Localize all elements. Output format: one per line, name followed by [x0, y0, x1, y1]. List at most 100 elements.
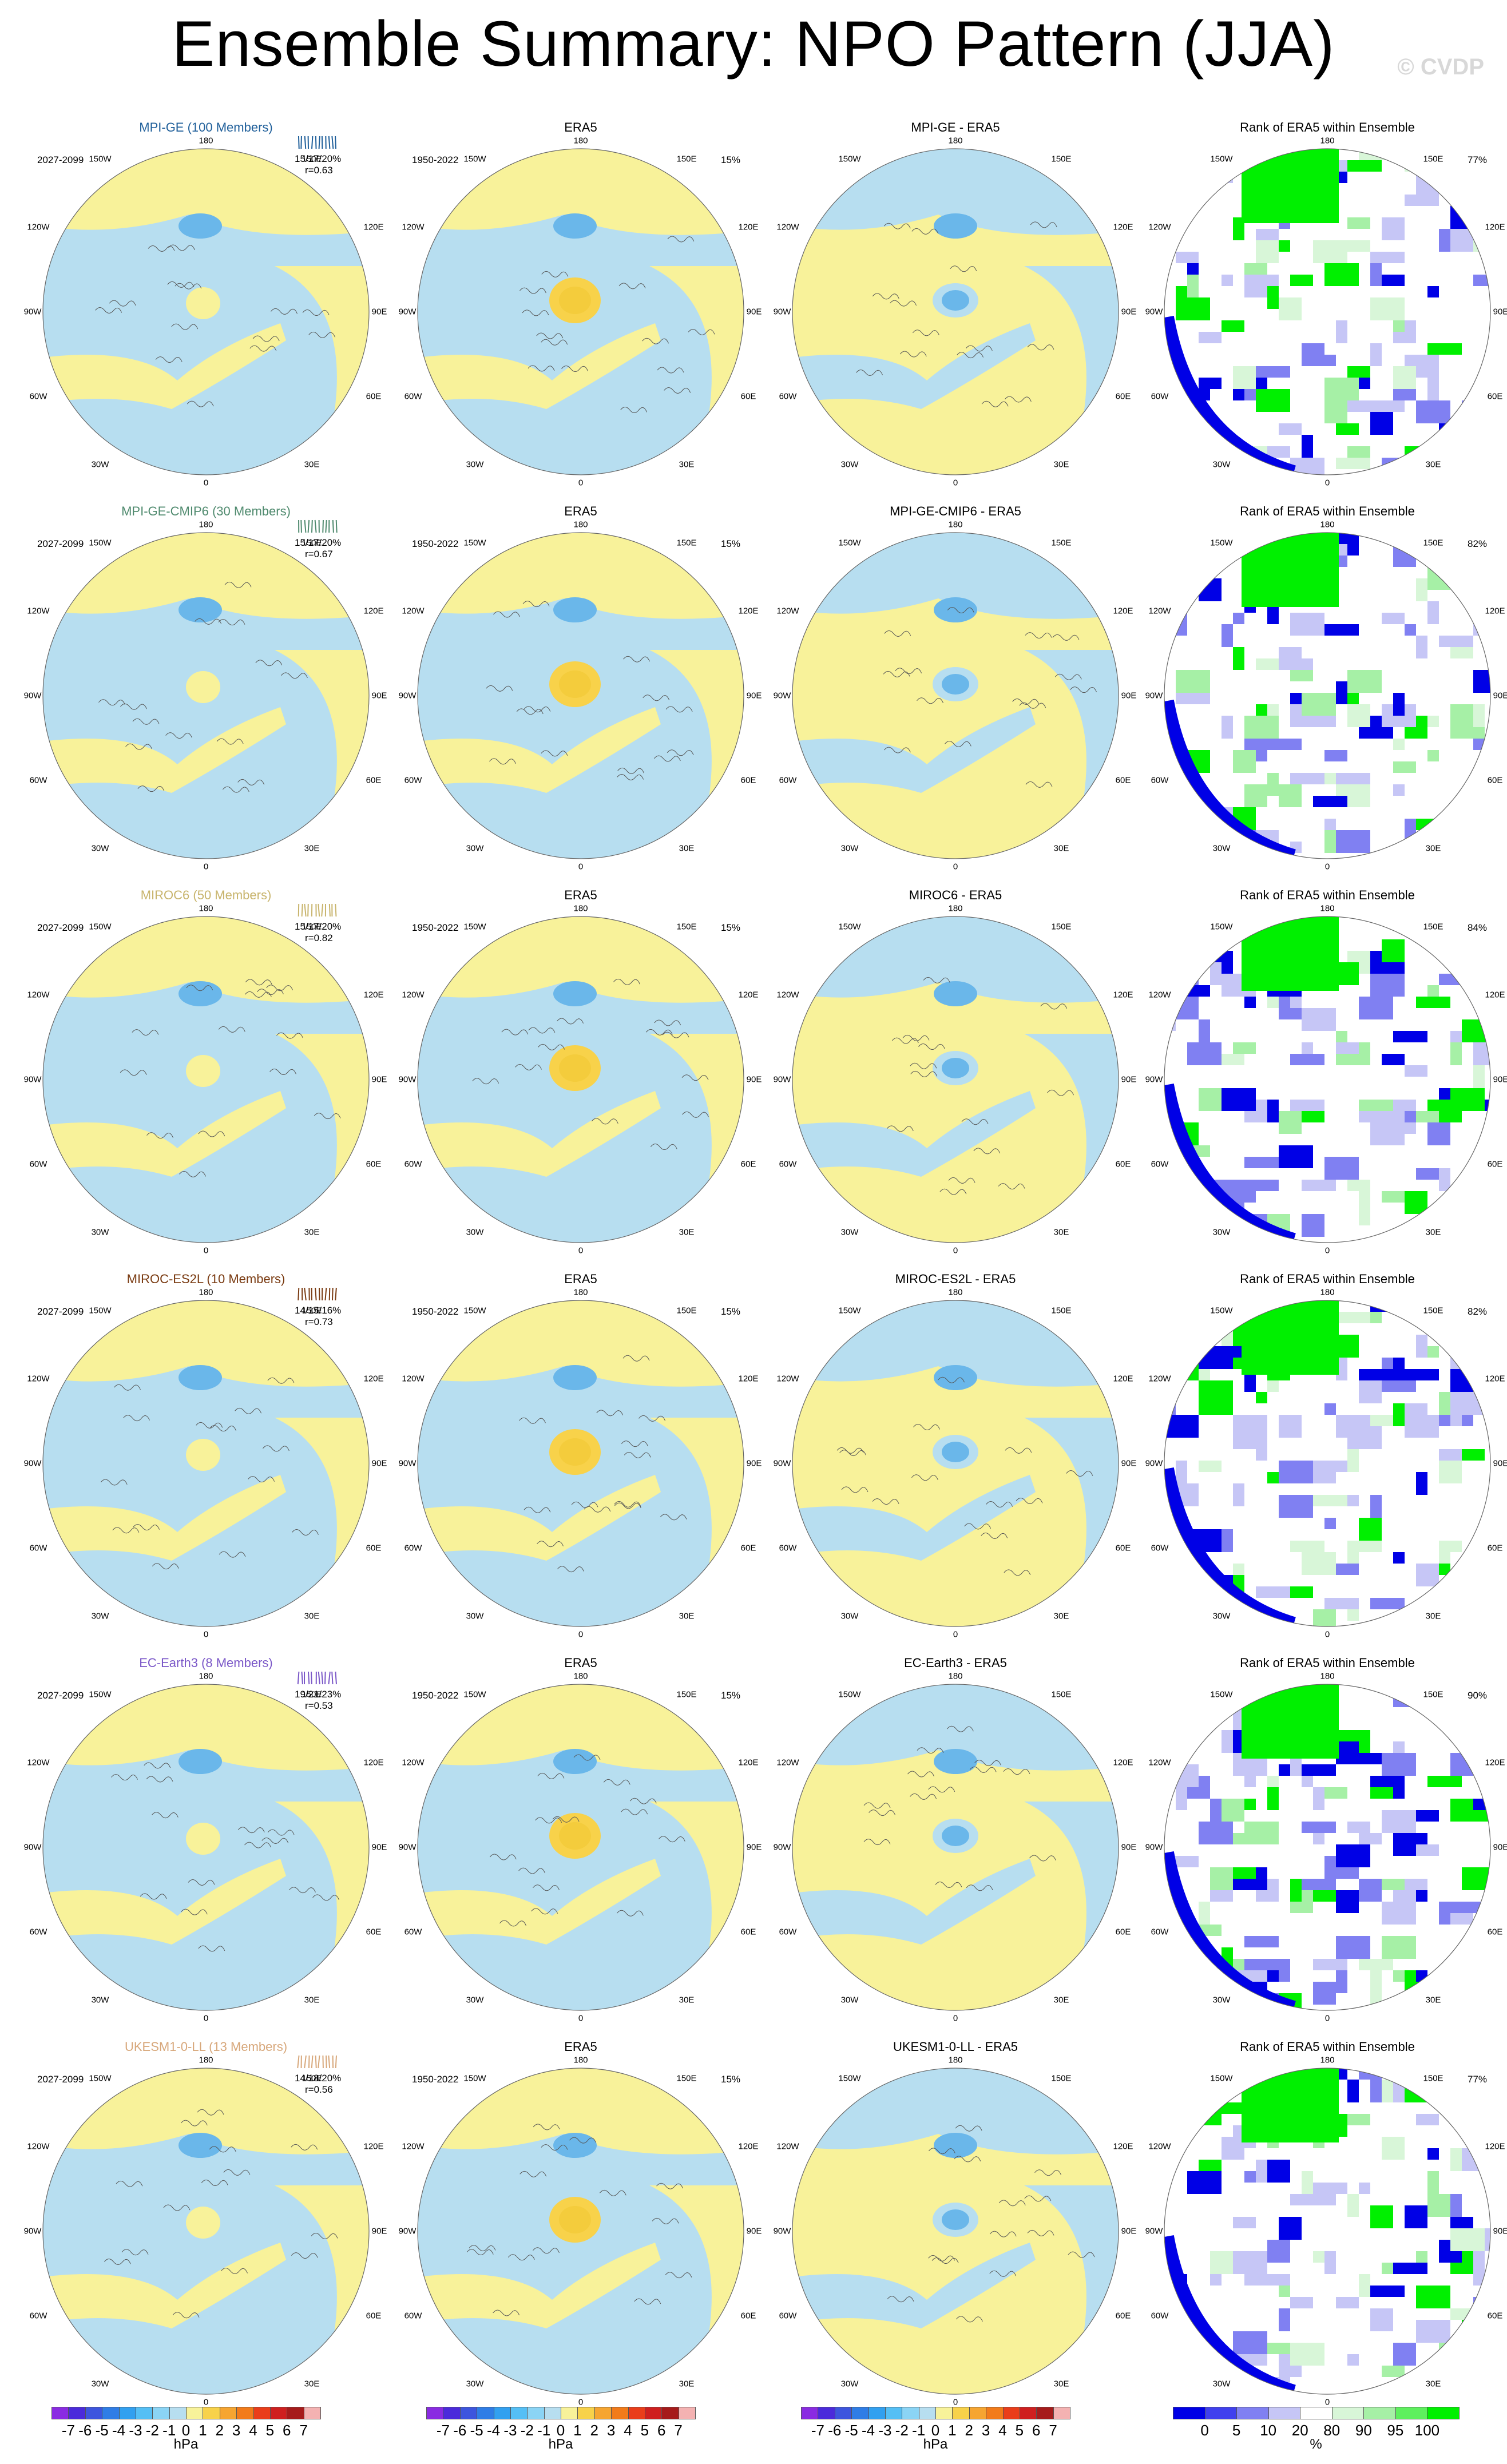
- lonlat-label-top: 180: [573, 903, 588, 914]
- polar-map: [792, 148, 1119, 475]
- lonlat-label-right: 90E: [1493, 307, 1507, 317]
- coastline: [266, 985, 294, 991]
- rank-cell: [1427, 378, 1439, 400]
- lonlat-label-top: 180: [573, 1671, 588, 1681]
- rank-cell: [1176, 1358, 1199, 1380]
- coastline: [180, 1908, 208, 1915]
- coastline: [235, 1407, 262, 1414]
- rank-cell: [1290, 773, 1324, 784]
- pattern-correlation: r=0.82: [305, 933, 333, 943]
- lonlat-label-ur1: 150E: [302, 154, 322, 164]
- lonlat-label-bottom: 0: [203, 478, 209, 488]
- lonlat-label-bottom: 0: [953, 478, 958, 488]
- colorbar-tick-label: -5: [95, 2422, 109, 2439]
- lonlat-label-lr2: 30E: [1425, 2379, 1441, 2389]
- member-tick: [301, 903, 303, 917]
- rank-cell: [1370, 1598, 1405, 1609]
- coastline: [1012, 698, 1040, 705]
- coastline: [617, 773, 644, 780]
- member-tick: [335, 903, 337, 917]
- pattern-correlation: r=0.63: [305, 165, 333, 176]
- colorbar-swatch: [253, 2407, 271, 2419]
- rank-cell: [1210, 2274, 1222, 2286]
- rank-pct: 82%: [1468, 538, 1488, 549]
- coastline: [281, 672, 308, 679]
- rank-cell: [1267, 1787, 1279, 1810]
- polar-map: [792, 1684, 1119, 2011]
- obs-period: 1950-2022: [412, 1690, 459, 1701]
- rank-cell: [1370, 2205, 1393, 2228]
- lonlat-label-bottom: 0: [578, 1245, 584, 1256]
- coastline: [681, 1074, 709, 1081]
- lonlat-label-right: 90E: [746, 691, 762, 701]
- low-pressure-core: [553, 981, 597, 1006]
- difference-title: EC-Earth3 - ERA5: [904, 1656, 1007, 1670]
- polar-map: [417, 916, 744, 1243]
- rank-cell: [1267, 2240, 1290, 2263]
- coastline: [257, 989, 284, 995]
- member-tick: [314, 519, 317, 533]
- lonlat-label-ll2: 30W: [466, 1995, 484, 2005]
- lonlat-label-right: 90E: [1121, 2226, 1137, 2236]
- rank-cell: [1324, 263, 1359, 286]
- high-pressure-core: [186, 1439, 220, 1471]
- lonlat-label-ul1: 150W: [838, 1306, 861, 1316]
- rank-cell: [1416, 2251, 1427, 2263]
- rank-cell: [1233, 366, 1256, 389]
- lonlat-label-bottom: 0: [578, 2397, 584, 2407]
- coastline: [308, 331, 336, 338]
- coastline: [167, 281, 195, 288]
- coastline: [186, 985, 213, 991]
- rank-cell: [1313, 240, 1347, 263]
- obs-variance-pct: 15%: [721, 922, 741, 933]
- rank-cell: [1187, 172, 1199, 183]
- coastline: [507, 2254, 535, 2261]
- lonlat-label-left: 90W: [398, 1074, 417, 1085]
- colorbar-tick-label: 7: [1049, 2422, 1057, 2439]
- rank-cell: [1302, 1776, 1313, 1787]
- lonlat-label-ul2: 120W: [1148, 1374, 1171, 1384]
- coastline: [524, 1506, 551, 1513]
- rank-cell: [1164, 796, 1199, 819]
- lonlat-label-top: 180: [573, 2055, 588, 2065]
- rank-cell: [1439, 1564, 1450, 1575]
- coastline: [965, 345, 993, 352]
- colorbar-swatch: [577, 2407, 595, 2419]
- coastline: [961, 1118, 989, 1125]
- lonlat-label-bottom: 0: [1324, 2013, 1330, 2023]
- rank-cell: [1256, 1426, 1267, 1438]
- lonlat-label-ur2: 120E: [1485, 2141, 1505, 2152]
- lonlat-label-bottom: 0: [953, 1629, 958, 1640]
- lonlat-label-top: 180: [1320, 519, 1335, 530]
- colorbar-tick-label: 1: [199, 2422, 207, 2439]
- lonlat-label-lr2: 30E: [304, 1995, 320, 2005]
- map-panel-r3-c2: ERA5 1950-2022 15% 180 0 90W 90E 150W 120W 150E 12…: [399, 882, 762, 1260]
- lonlat-label-ll2: 30W: [91, 843, 109, 854]
- model-title: MPI-GE-CMIP6 (30 Members): [121, 504, 291, 518]
- rank-cell: [1439, 2343, 1473, 2366]
- rank-cell: [1199, 332, 1222, 343]
- coastline: [1040, 1003, 1068, 1010]
- coastline: [863, 1802, 891, 1809]
- map-boundary: [1164, 1684, 1491, 2011]
- coastline: [201, 2180, 228, 2187]
- obs-variance-pct: 15%: [721, 1306, 741, 1317]
- rank-cell: [1222, 1088, 1256, 1111]
- lonlat-label-ur1: 150E: [1423, 1306, 1443, 1316]
- coastline: [884, 630, 911, 637]
- lonlat-label-left: 90W: [1145, 307, 1163, 317]
- coastline: [541, 750, 568, 757]
- coastline: [151, 1812, 179, 1819]
- colorbar-tick-label: -3: [503, 2422, 517, 2439]
- coastline: [667, 236, 695, 243]
- lonlat-label-top: 180: [948, 1671, 963, 1681]
- obs-period: 1950-2022: [412, 2074, 459, 2085]
- map-panel-r6-c4: Rank of ERA5 within Ensemble 77% 180 0 90W 90…: [1145, 2034, 1507, 2411]
- coastline: [175, 283, 202, 289]
- colorbar-swatch: [236, 2407, 254, 2419]
- rank-cell: [1290, 997, 1302, 1008]
- map-body: [42, 916, 370, 1243]
- coastline: [998, 2200, 1026, 2207]
- coastline: [591, 1118, 618, 1125]
- rank-cell: [1324, 1403, 1336, 1415]
